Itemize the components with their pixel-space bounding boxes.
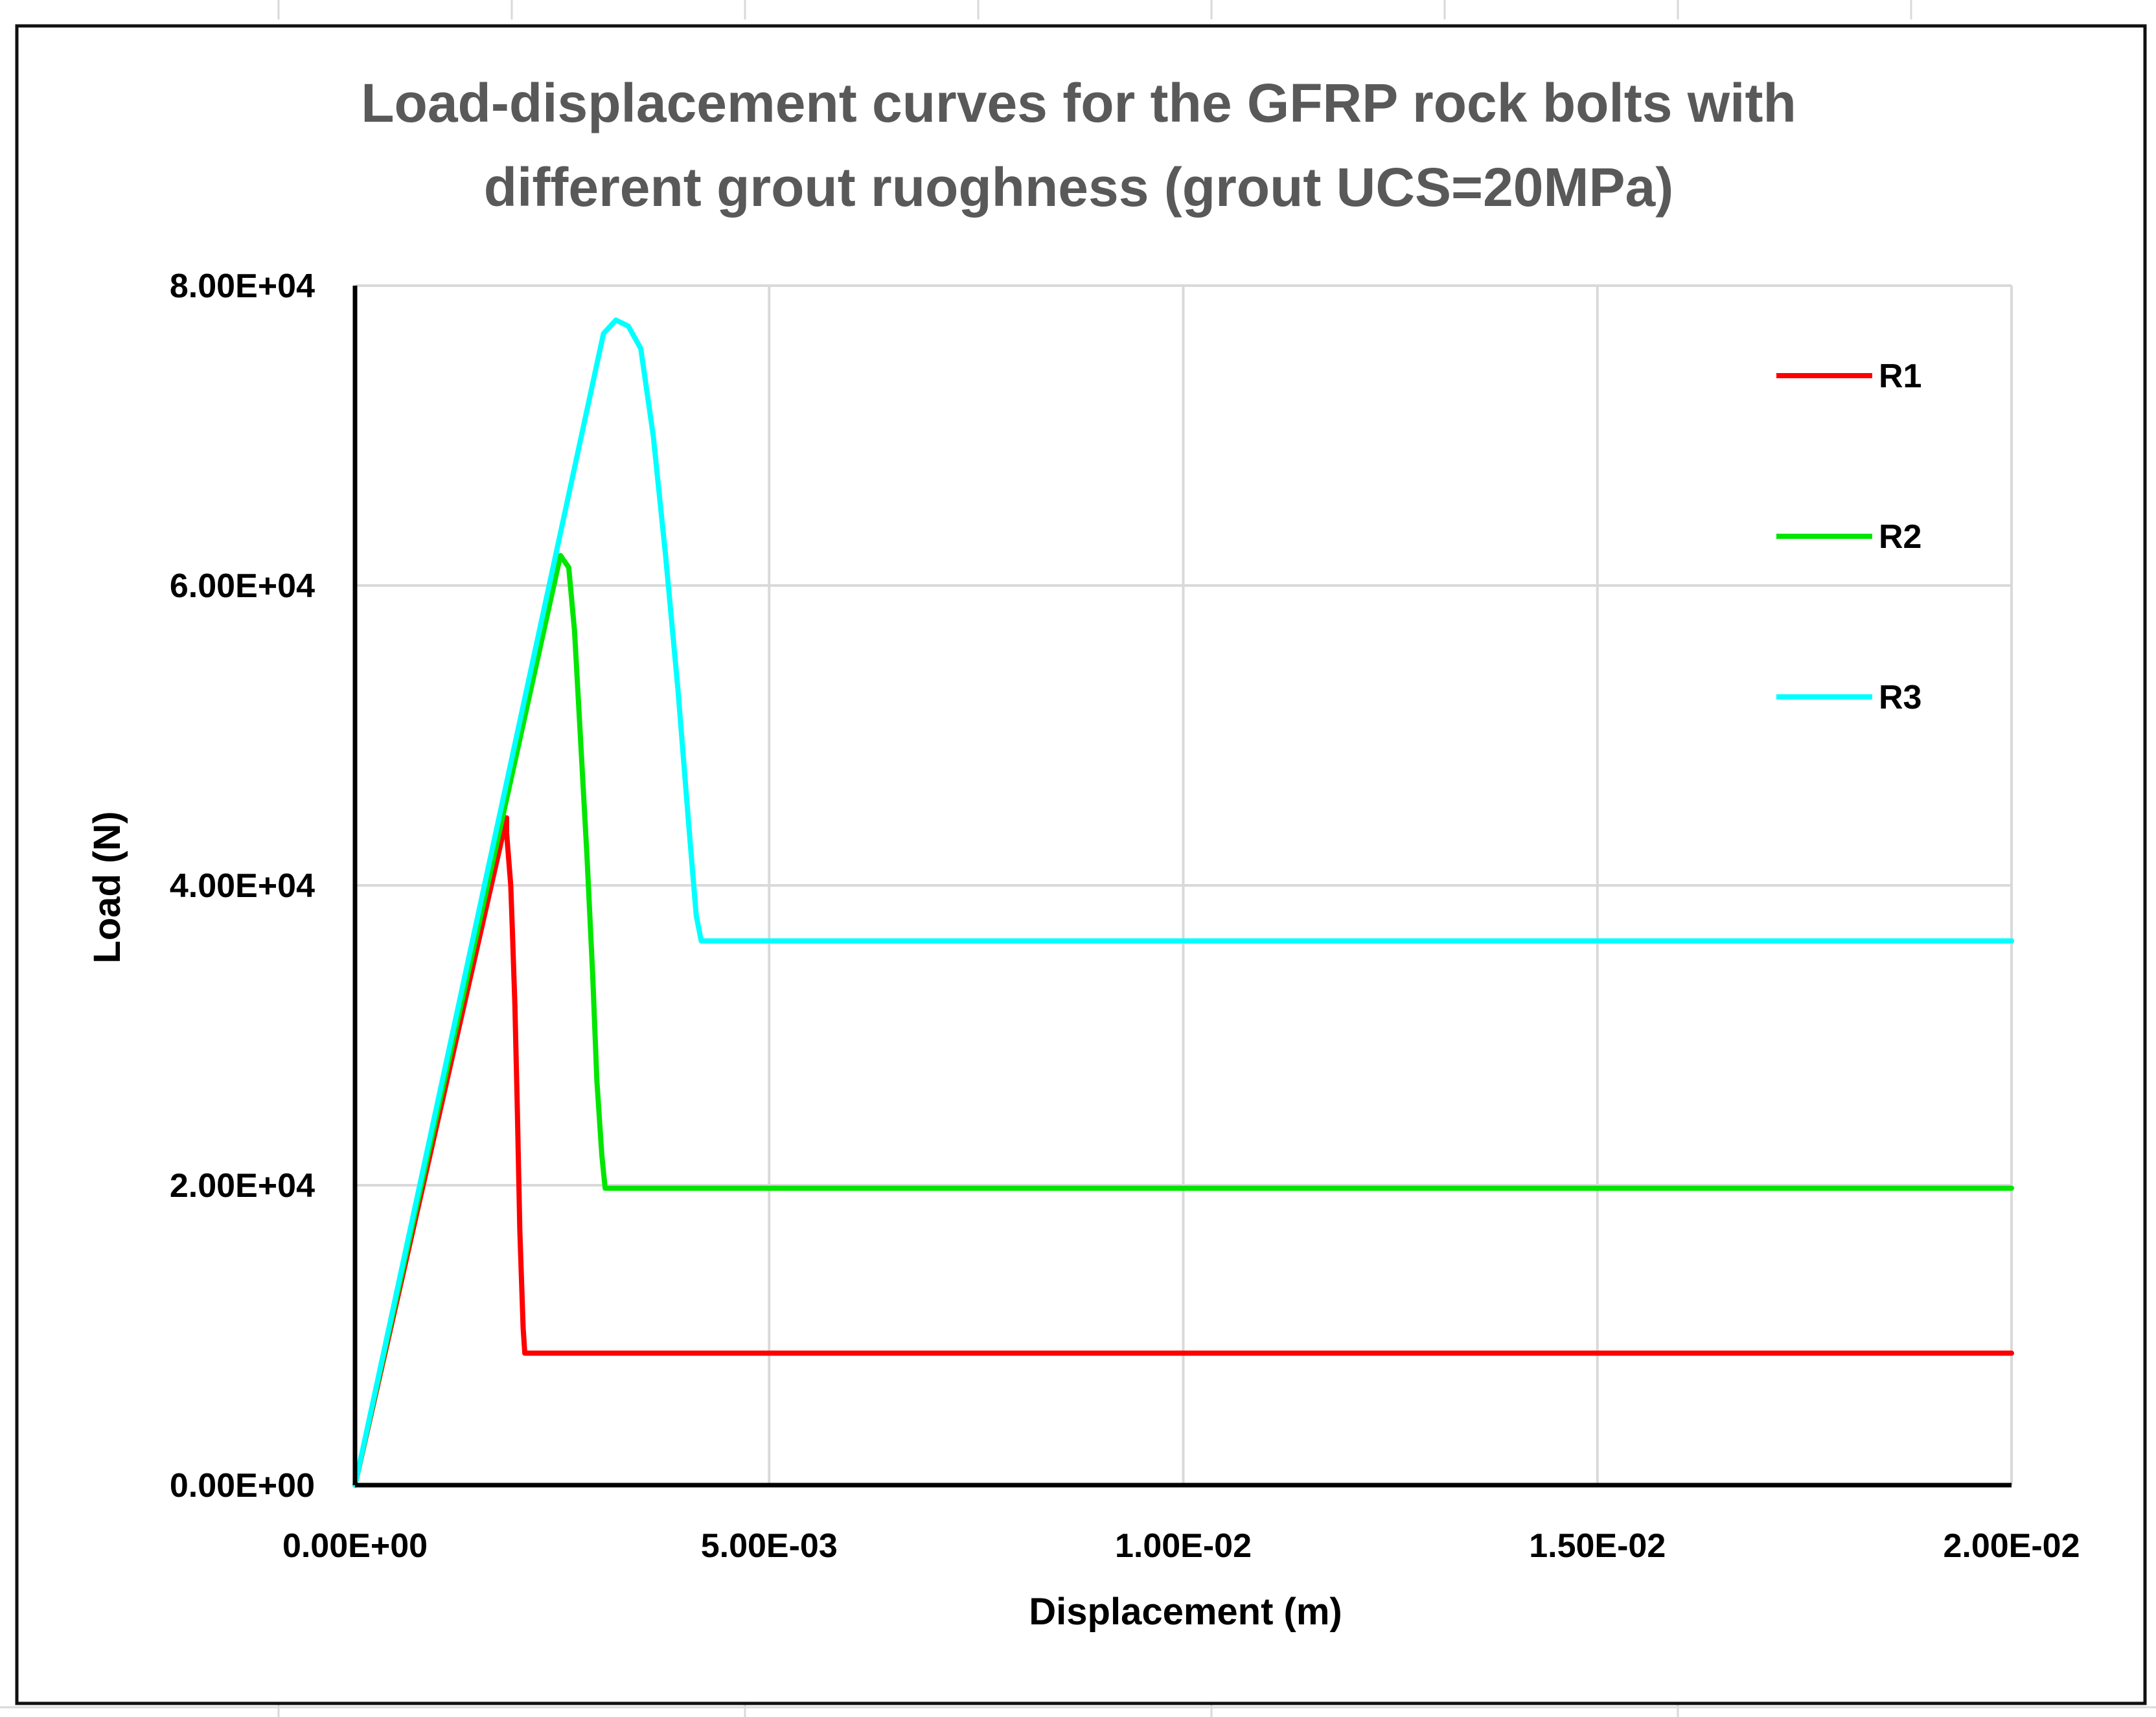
x-tick-label: 1.00E-02 bbox=[1115, 1527, 1252, 1565]
x-tick-label: 0.00E+00 bbox=[282, 1527, 428, 1565]
chart-area bbox=[15, 24, 2147, 1705]
legend-label-r2: R2 bbox=[1879, 518, 1921, 556]
y-tick-label: 6.00E+04 bbox=[170, 567, 315, 605]
plot-series bbox=[352, 317, 2014, 1488]
legend: R1 R2 R3 bbox=[1776, 358, 1921, 716]
chart-title-line-1: Load-displacement curves for the GFRP ro… bbox=[361, 73, 1796, 133]
x-tick-label: 5.00E-03 bbox=[701, 1527, 838, 1565]
series-line-r3 bbox=[352, 317, 2014, 1488]
y-tick-label: 8.00E+04 bbox=[170, 267, 315, 305]
chart-title-line-2: different grout ruoghness (grout UCS=20M… bbox=[484, 157, 1673, 218]
gridlines bbox=[355, 284, 2013, 1485]
x-tick-label: 2.00E-02 bbox=[1943, 1527, 2080, 1565]
y-tick-label: 4.00E+04 bbox=[170, 867, 315, 905]
x-axis-title: Displacement (m) bbox=[1029, 1591, 1342, 1633]
legend-label-r3: R3 bbox=[1879, 679, 1921, 716]
y-tick-label: 2.00E+04 bbox=[170, 1167, 315, 1205]
series-line-r2 bbox=[352, 552, 2014, 1488]
y-axis-title: Load (N) bbox=[86, 811, 128, 963]
series-line-r1 bbox=[352, 815, 2014, 1488]
axes bbox=[352, 286, 2012, 1488]
x-tick-label: 1.50E-02 bbox=[1529, 1527, 1666, 1565]
tick-labels: 0.00E+00 2.00E+04 4.00E+04 6.00E+04 8.00E+04… bbox=[170, 267, 2080, 1565]
legend-label-r1: R1 bbox=[1879, 358, 1921, 395]
y-tick-label: 0.00E+00 bbox=[170, 1467, 315, 1505]
